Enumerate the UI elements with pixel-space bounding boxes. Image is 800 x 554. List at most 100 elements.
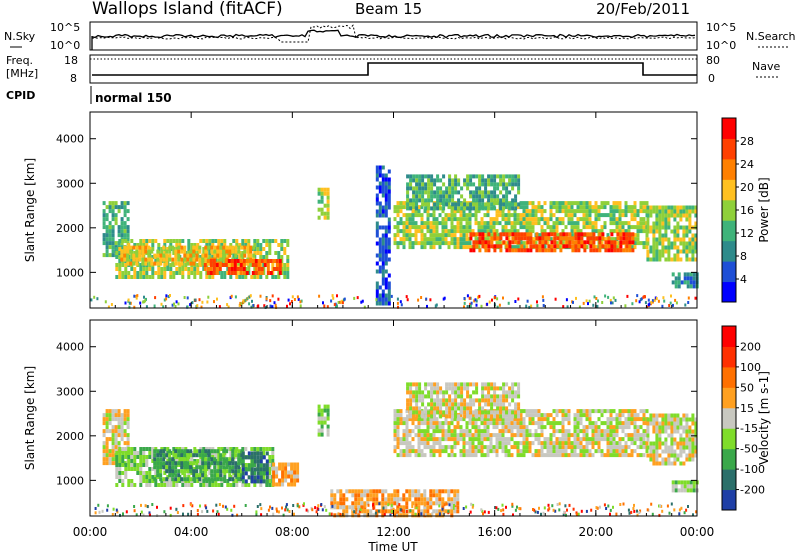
power-cell	[133, 243, 137, 247]
velocity-cell	[402, 441, 406, 446]
velocity-cell	[145, 475, 149, 479]
velocity-cell	[360, 489, 364, 494]
power-cell	[579, 229, 583, 234]
velocity-cell	[423, 453, 427, 458]
power-cell	[153, 253, 157, 258]
power-cell	[501, 225, 505, 230]
velocity-cell	[680, 488, 684, 493]
power-cell	[694, 241, 698, 246]
power-cell	[174, 257, 178, 262]
velocity-cell	[612, 449, 616, 454]
velocity-cell	[126, 413, 130, 418]
velocity-cell	[636, 433, 640, 438]
velocity-cell	[615, 453, 619, 458]
power-cell	[603, 225, 607, 230]
power-cell	[688, 237, 692, 242]
power-cell	[609, 205, 613, 210]
velocity-cell	[153, 453, 157, 458]
power-cell	[555, 221, 559, 226]
power-cell	[511, 182, 515, 187]
velocity-cell	[615, 433, 619, 438]
velocity-cell	[130, 451, 134, 455]
power-cell	[157, 271, 161, 275]
velocity-cell	[645, 449, 649, 454]
velocity-cell	[573, 453, 577, 458]
velocity-cell	[558, 429, 562, 434]
velocity-cell	[483, 453, 487, 458]
velocity-cell	[250, 459, 254, 464]
velocity-cell	[399, 497, 403, 502]
velocity-cell	[642, 445, 646, 450]
velocity-cell	[253, 463, 257, 467]
velocity-cell	[424, 414, 428, 419]
power-cell	[447, 213, 451, 218]
velocity-cell	[438, 421, 442, 426]
power-cell	[120, 201, 124, 206]
power-colorbar-tick-label: 24	[740, 158, 754, 171]
noise-tick-bottom-right: 10^0	[706, 39, 736, 52]
velocity-cell	[573, 441, 577, 446]
power-cell	[528, 201, 532, 206]
velocity-cell	[115, 483, 119, 487]
power-cell	[619, 248, 623, 253]
power-cell	[412, 174, 416, 179]
velocity-cell	[105, 417, 109, 422]
velocity-cell	[159, 473, 163, 478]
power-cell	[432, 221, 436, 226]
velocity-cell	[429, 449, 433, 454]
velocity-cell	[414, 453, 418, 458]
velocity-cell	[462, 445, 466, 450]
velocity-cell	[423, 421, 427, 426]
velocity-cell	[676, 453, 680, 458]
power-cell	[682, 229, 686, 234]
velocity-cell	[682, 437, 686, 442]
power-cell	[220, 275, 224, 279]
power-cell	[658, 241, 662, 246]
power-ground-scatter	[643, 295, 646, 298]
velocity-cell	[573, 413, 577, 418]
power-cell	[631, 240, 635, 245]
power-cell	[448, 174, 452, 179]
power-cell	[393, 241, 397, 246]
power-cell	[465, 217, 469, 222]
power-cell	[475, 202, 479, 207]
power-cell	[580, 244, 584, 249]
power-cell	[522, 245, 526, 250]
power-cell	[612, 217, 616, 222]
power-cell	[655, 237, 659, 242]
power-cell	[588, 209, 592, 214]
velocity-cell	[579, 453, 583, 458]
power-cell	[493, 248, 497, 253]
power-cell	[576, 205, 580, 210]
power-cell	[439, 186, 443, 191]
power-cell	[636, 221, 640, 226]
velocity-cell	[658, 461, 662, 466]
velocity-cell	[447, 437, 451, 442]
power-cell	[151, 247, 155, 251]
power-cell	[447, 241, 451, 246]
power-cell	[442, 190, 446, 195]
power-cell	[481, 236, 485, 241]
velocity-cell	[688, 441, 692, 446]
power-ground-scatter	[183, 296, 186, 299]
power-cell	[594, 225, 598, 230]
velocity-cell	[591, 437, 595, 442]
velocity-cell	[120, 421, 124, 426]
power-cell	[688, 213, 692, 218]
power-cell	[610, 232, 614, 237]
velocity-cell	[492, 445, 496, 450]
velocity-cell	[686, 484, 690, 489]
power-ground-scatter	[273, 301, 276, 305]
velocity-cell	[220, 447, 224, 451]
power-cell	[579, 201, 583, 206]
power-cell	[169, 271, 173, 275]
velocity-cell	[244, 471, 248, 476]
velocity-cell	[393, 497, 397, 502]
velocity-cell	[567, 441, 571, 446]
power-cell	[664, 217, 668, 222]
velocity-cell	[603, 409, 607, 414]
velocity-cell	[480, 433, 484, 438]
velocity-cell	[670, 421, 674, 426]
power-cell	[588, 213, 592, 218]
velocity-cell	[582, 437, 586, 442]
